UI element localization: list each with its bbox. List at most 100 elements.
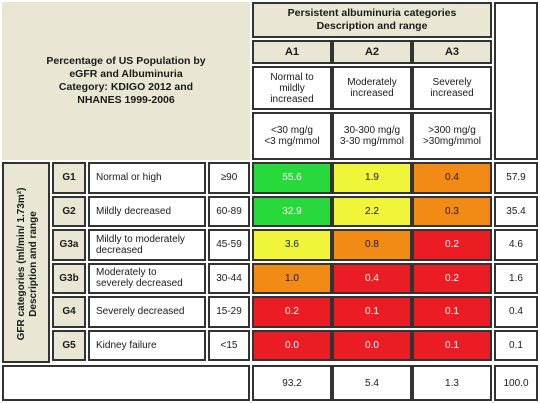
row-desc-line: Normal or high: [96, 172, 162, 184]
row-range-g3b: 30-44: [208, 262, 250, 294]
column-range-a3: >300 mg/g >30mg/mmol: [412, 112, 492, 160]
row-code-text: G3a: [59, 239, 79, 251]
albuminuria-header-line-2: Description and range: [316, 20, 428, 32]
row-code-g2: G2: [52, 195, 86, 227]
cell-g2-a1: 32.9: [252, 195, 332, 227]
row-range-text: 45-59: [216, 239, 242, 251]
row-code-g3b: G3b: [52, 262, 86, 294]
row-range-g1: ≥90: [208, 162, 250, 194]
row-code-text: G3b: [59, 272, 79, 284]
cell-g4-a3: 0.1: [412, 296, 492, 328]
row-total-text: 4.6: [509, 239, 523, 251]
column-code-text: A1: [284, 46, 300, 58]
column-desc-line: Severely: [432, 77, 472, 88]
cell-value: 0.4: [445, 172, 459, 184]
cell-value: 0.0: [365, 339, 379, 351]
row-desc-line: severely decreased: [96, 278, 183, 290]
cell-value: 0.2: [285, 306, 299, 318]
gfr-header-line-2: Description and range: [28, 211, 39, 317]
bottom-left-box: [2, 365, 250, 401]
cell-value: 0.2: [445, 272, 459, 284]
column-range-a1: <30 mg/g <3 mg/mmol: [252, 112, 332, 160]
cell-value: 2.2: [365, 205, 379, 217]
column-desc-line: mildly: [279, 82, 305, 94]
column-code-text: A2: [364, 46, 380, 58]
row-range-text: <15: [220, 339, 238, 351]
column-code-a3: A3: [412, 40, 492, 64]
row-range-g5: <15: [208, 329, 250, 361]
row-total-text: 0.4: [509, 306, 523, 318]
column-total-a1: 93.2: [252, 365, 332, 401]
column-total-a2: 5.4: [332, 365, 412, 401]
row-range-text: ≥90: [220, 172, 238, 184]
cell-value: 32.9: [282, 205, 302, 217]
cell-g3b-a3: 0.2: [412, 262, 492, 294]
row-range-g4: 15-29: [208, 296, 250, 328]
albuminuria-header: Persistent albuminuria categories Descri…: [252, 2, 492, 38]
row-desc-line: decreased: [96, 244, 143, 256]
column-range-line: <3 mg/mmol: [264, 136, 320, 147]
row-code-g5: G5: [52, 329, 86, 361]
grand-total-value: 100.0: [503, 377, 529, 389]
cell-value: 1.9: [365, 172, 379, 184]
cell-g5-a3: 0.1: [412, 329, 492, 361]
cell-value: 0.1: [445, 306, 459, 318]
column-desc-a2: Moderately increased: [332, 66, 412, 110]
cell-value: 55.6: [282, 172, 302, 184]
row-range-g2: 60-89: [208, 195, 250, 227]
row-desc-g3b: Moderately to severely decreased: [88, 262, 206, 294]
cell-g1-a3: 0.4: [412, 162, 492, 194]
title-line-2: eGFR and Albuminuria: [69, 68, 183, 80]
column-total-a3: 1.3: [412, 365, 492, 401]
cell-g1-a2: 1.9: [332, 162, 412, 194]
row-total-g5: 0.1: [494, 329, 538, 361]
cell-value: 0.2: [445, 239, 459, 251]
row-desc-line: Kidney failure: [96, 339, 157, 351]
cell-g2-a2: 2.2: [332, 195, 412, 227]
column-range-a2: 30-300 mg/g 3-30 mg/mmol: [332, 112, 412, 160]
cell-value: 0.0: [285, 339, 299, 351]
albuminuria-header-line-1: Persistent albuminuria categories: [287, 7, 457, 19]
title-line-3: Category: KDIGO 2012 and: [58, 81, 194, 93]
column-range-line: >300 mg/g: [428, 125, 476, 136]
cell-g1-a1: 55.6: [252, 162, 332, 194]
row-code-g4: G4: [52, 296, 86, 328]
cell-g3a-a1: 3.6: [252, 229, 332, 261]
row-total-g3a: 4.6: [494, 229, 538, 261]
row-desc-line: Mildly to moderately: [96, 233, 185, 245]
row-code-text: G2: [62, 205, 76, 217]
cell-value: 3.6: [285, 239, 299, 251]
cell-value: 0.8: [365, 239, 379, 251]
column-total-text: 1.3: [445, 377, 459, 389]
row-range-text: 60-89: [216, 205, 242, 217]
row-desc-g2: Mildly decreased: [88, 195, 206, 227]
title-line-4: NHANES 1999-2006: [77, 94, 175, 106]
column-desc-a3: Severely increased: [412, 66, 492, 110]
row-total-g1: 57.9: [494, 162, 538, 194]
title-line-1: Percentage of US Population by: [46, 55, 206, 67]
row-code-g3a: G3a: [52, 229, 86, 261]
row-desc-line: Severely decreased: [96, 306, 185, 318]
cell-value: 0.1: [445, 339, 459, 351]
row-desc-line: Moderately to: [96, 267, 157, 279]
column-total-text: 5.4: [365, 377, 379, 389]
cell-g4-a2: 0.1: [332, 296, 412, 328]
column-total-text: 93.2: [282, 377, 302, 389]
cell-g2-a3: 0.3: [412, 195, 492, 227]
column-code-a1: A1: [252, 40, 332, 64]
row-code-text: G4: [62, 306, 76, 318]
row-total-text: 57.9: [506, 172, 526, 184]
column-code-a2: A2: [332, 40, 412, 64]
cell-value: 0.1: [365, 306, 379, 318]
row-desc-line: Mildly decreased: [96, 205, 172, 217]
cell-g4-a1: 0.2: [252, 296, 332, 328]
gfr-header-line-1: GFR categories (ml/min/ 1.73m²): [16, 187, 27, 341]
row-range-text: 30-44: [216, 272, 242, 284]
column-desc-line: increased: [270, 93, 314, 105]
row-code-text: G5: [62, 339, 76, 351]
column-range-line: 30-300 mg/g: [343, 125, 401, 136]
cell-g3a-a3: 0.2: [412, 229, 492, 261]
row-total-g3b: 1.6: [494, 262, 538, 294]
cell-g3b-a2: 0.4: [332, 262, 412, 294]
